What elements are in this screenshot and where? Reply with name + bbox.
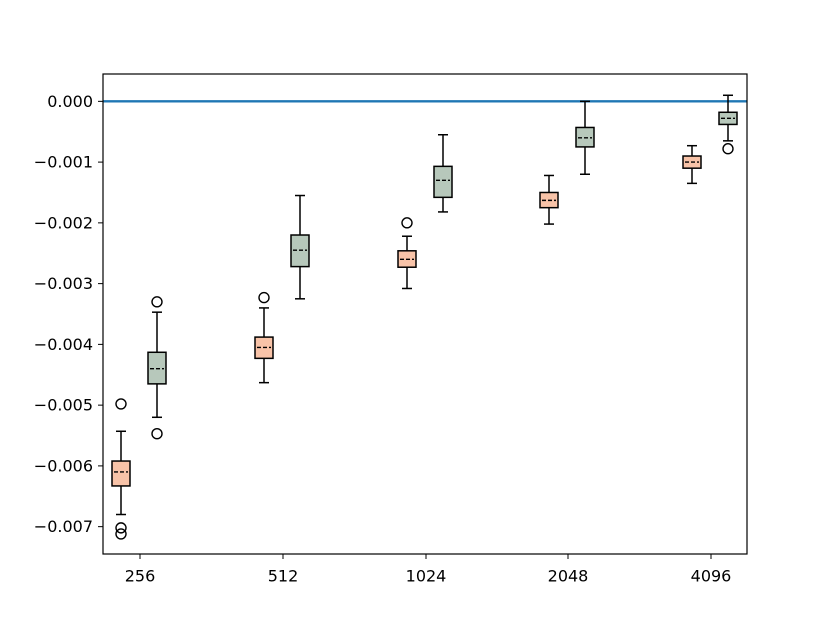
y-tick-label: −0.005 [34,396,93,415]
outlier-point [401,217,413,229]
x-tick-label: 512 [268,567,299,586]
y-tick-label: 0.000 [47,92,93,111]
plot-area [103,74,747,554]
box-1024-series-2 [433,134,453,213]
y-tick-label: −0.004 [34,335,93,354]
outlier-point [722,143,734,155]
y-tick-label: −0.007 [34,517,93,536]
box-4096-series-2 [718,94,738,155]
x-tick-label: 1024 [406,567,447,586]
box-256-series-2 [147,296,167,440]
box-256-series-1 [111,398,131,540]
y-tick-label: −0.001 [34,153,93,172]
outlier-point [115,522,127,534]
outlier-point [115,528,127,540]
y-tick-label: −0.006 [34,456,93,475]
box-body [111,460,131,487]
x-axis: 256 512 1024 2048 4096 [125,554,732,586]
boxes-layer [111,94,738,540]
outlier-point [115,398,127,410]
x-tick-label: 2048 [548,567,589,586]
x-tick-label: 4096 [691,567,732,586]
y-tick-label: −0.003 [34,274,93,293]
box-4096-series-1 [682,144,702,185]
y-tick-label: −0.002 [34,213,93,232]
box-2048-series-1 [539,174,559,225]
outlier-point [151,296,163,308]
box-512-series-1 [254,291,274,384]
x-tick-label: 256 [125,567,156,586]
box-512-series-2 [290,194,310,300]
box-body [433,165,453,199]
plot-frame [102,73,748,555]
outlier-point [258,291,270,304]
box-1024-series-1 [397,217,417,290]
box-2048-series-2 [575,100,595,176]
y-axis: 0.000 −0.001 −0.002 −0.003 −0.004 −0.005 −0.00… [34,92,103,536]
outlier-point [151,427,163,440]
